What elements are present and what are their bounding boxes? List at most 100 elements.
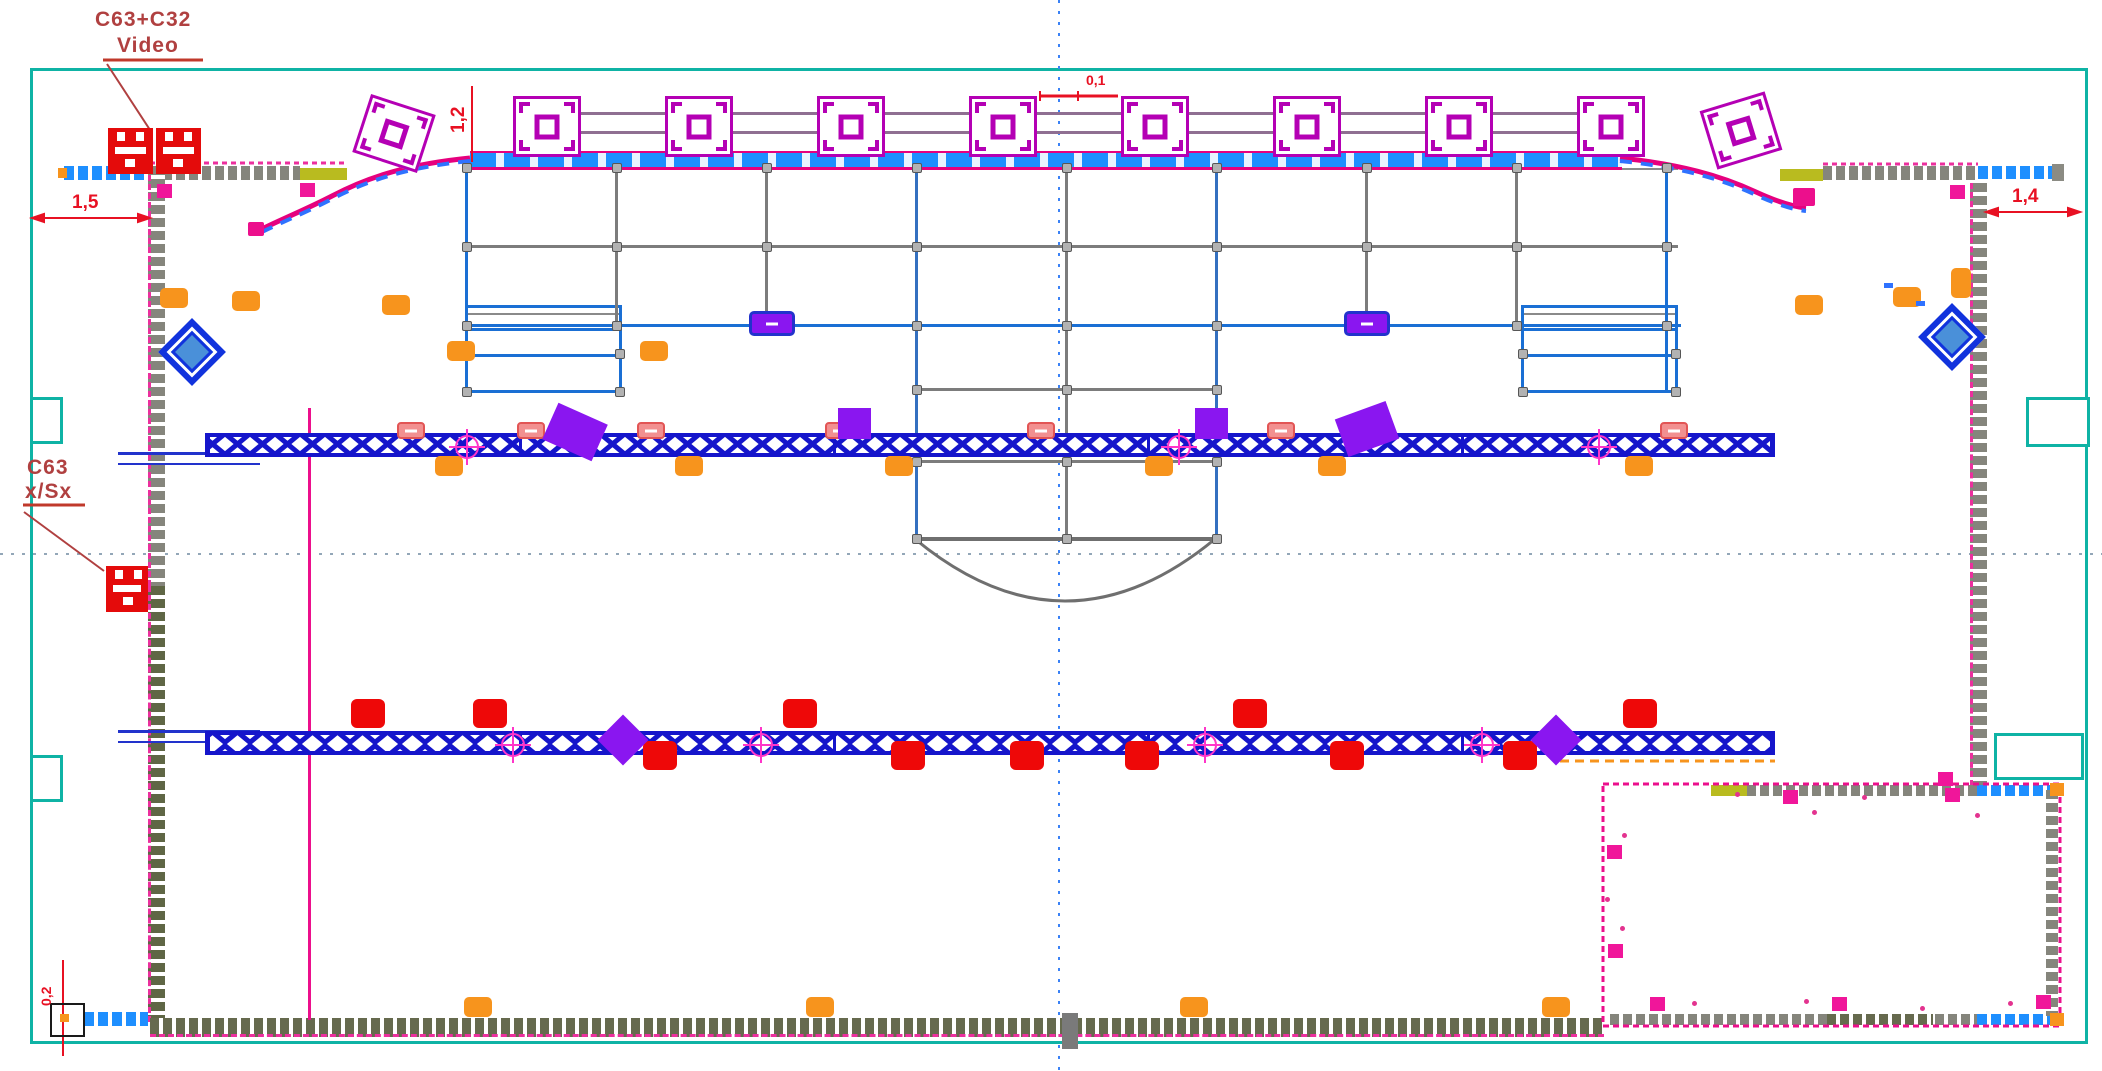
floor-marker-orange — [1542, 997, 1570, 1017]
side-arm-line — [118, 452, 260, 465]
structure-node — [462, 163, 472, 173]
structure-node — [1518, 349, 1528, 359]
room-corner-marker-orange — [2050, 1013, 2064, 1026]
stair-line — [1524, 354, 1675, 357]
room-dot-pink — [1812, 810, 1817, 815]
lighting-fixture-symbol — [1581, 429, 1617, 465]
horizontal-centerline — [0, 553, 2102, 555]
structure-column — [1065, 166, 1068, 540]
structure-node — [1212, 242, 1222, 252]
stage-deck-platform — [1577, 96, 1645, 157]
audio-rack-icon — [106, 566, 148, 612]
floor-marker-orange — [806, 997, 834, 1017]
structure-node — [912, 457, 922, 467]
structure-node — [1212, 457, 1222, 467]
structure-column — [915, 166, 918, 540]
structure-column — [1215, 166, 1218, 540]
floor-marker-orange — [1625, 456, 1653, 476]
dimension-bottom-left: 0,2 — [38, 986, 54, 1006]
stair-line — [468, 313, 619, 315]
truss-fixture-red — [1010, 741, 1044, 770]
room-wall-bottom-olive — [1827, 1014, 1933, 1025]
truss-fixture-red — [643, 741, 677, 770]
structure-node — [1671, 387, 1681, 397]
stage-deck-platform — [1425, 96, 1493, 157]
stage-deck-platform — [817, 96, 885, 157]
room-dot-pink — [1622, 833, 1627, 838]
wall-segment-yellow — [300, 168, 347, 180]
wall-bottom — [150, 1018, 1604, 1037]
video-rack-icon — [156, 128, 201, 174]
side-arm-line — [118, 730, 260, 743]
lighting-fixture-symbol — [1187, 727, 1223, 763]
structure-node — [1062, 321, 1072, 331]
truss-fixture-red — [1330, 741, 1364, 770]
floor-marker-orange — [885, 456, 913, 476]
structure-column — [1665, 166, 1668, 393]
divider-line-magenta — [308, 408, 311, 1020]
room-marker-pink — [1938, 772, 1953, 786]
truss-fixture-red — [1623, 699, 1657, 728]
door-opening — [30, 755, 63, 802]
wall-corner-marker — [60, 1014, 69, 1022]
truss-fixture-red — [1503, 741, 1537, 770]
dimension-right: 1,4 — [2012, 186, 2039, 207]
room-dot-pink — [1605, 897, 1610, 902]
stage-deck-platform — [969, 96, 1037, 157]
structure-node — [1518, 387, 1528, 397]
floor-marker-orange — [447, 341, 475, 361]
wall-marker-pink — [1950, 185, 1965, 199]
structure-node — [1212, 385, 1222, 395]
stage-deck-platform — [1121, 96, 1189, 157]
reference-square — [50, 1003, 85, 1037]
structure-node — [1512, 163, 1522, 173]
room-wall-bottom-blue — [1977, 1014, 2053, 1025]
structure-node — [1512, 242, 1522, 252]
marker-tick-blue — [1916, 301, 1925, 306]
deck-rail-upper — [513, 112, 1641, 115]
room-wall-right — [2046, 790, 2058, 1016]
floor-marker-orange — [1318, 456, 1346, 476]
bottom-door-stub — [1062, 1013, 1078, 1049]
room-marker-pink — [1608, 944, 1623, 958]
room-dot-pink — [1735, 792, 1740, 797]
door-opening — [1994, 733, 2084, 780]
structure-node — [462, 321, 472, 331]
stage-edge-end-cap — [248, 222, 264, 236]
structure-node — [912, 163, 922, 173]
structure-node — [912, 242, 922, 252]
structure-node — [762, 242, 772, 252]
truss-fixture-red — [891, 741, 925, 770]
truss-fixture-purple — [1195, 408, 1228, 439]
room-dot-pink — [1862, 795, 1867, 800]
floor-marker-orange — [675, 456, 703, 476]
room-marker-pink — [1607, 845, 1622, 859]
structure-node — [612, 321, 622, 331]
structure-node — [1662, 242, 1672, 252]
structure-node — [615, 349, 625, 359]
stage-deck-platform — [513, 96, 581, 157]
label-audio-feed-line2: x/Sx — [25, 480, 73, 503]
truss-fixture-red — [1233, 699, 1267, 728]
label-audio-feed-line1: C63 — [27, 456, 69, 479]
room-corner-marker-orange — [2050, 783, 2064, 796]
wall-corner-marker — [58, 168, 67, 178]
floor-marker-orange — [232, 291, 260, 311]
stage-stair-unit-right — [1521, 305, 1678, 393]
stage-deck-platform — [665, 96, 733, 157]
lighting-fixture-symbol — [495, 727, 531, 763]
lighting-fixture-symbol — [1464, 727, 1500, 763]
wall-segment-yellow — [1780, 169, 1823, 181]
wall-segment-blue — [84, 1012, 148, 1026]
room-marker-pink — [1783, 790, 1798, 804]
structure-node — [1212, 534, 1222, 544]
truss-clamp — [1660, 422, 1688, 439]
structure-node — [612, 242, 622, 252]
wall-segment-gray — [1823, 166, 1978, 180]
structure-node — [1212, 163, 1222, 173]
dimension-left: 1,5 — [72, 192, 99, 213]
room-dot-pink — [1692, 1001, 1697, 1006]
structure-node — [912, 534, 922, 544]
truss-fixture-red — [351, 699, 385, 728]
door-opening — [2026, 397, 2090, 447]
